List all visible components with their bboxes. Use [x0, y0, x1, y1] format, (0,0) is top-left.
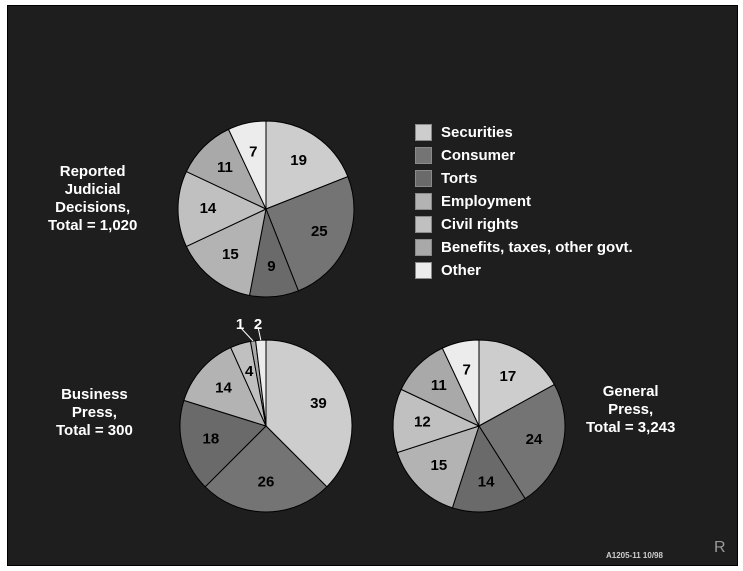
pie-value-label: 1: [236, 316, 244, 333]
pie-value-label: 7: [249, 143, 257, 160]
legend-item-employment: Employment: [415, 190, 633, 213]
footer-mark: R: [714, 539, 726, 556]
legend-item-civil-rights: Civil rights: [415, 213, 633, 236]
pie-slice-consumer: [204, 425, 328, 513]
legend-item-torts: Torts: [415, 167, 633, 190]
pie-value-label: 7: [462, 362, 470, 379]
pie-title-general-press: General Press, Total = 3,243: [586, 383, 676, 436]
pie-value-label: 11: [431, 377, 447, 394]
pie-value-label: 4: [245, 363, 254, 380]
pie-value-label: 25: [311, 223, 328, 240]
pie-value-label: 14: [478, 473, 495, 490]
pie-slice-torts: [451, 424, 526, 513]
pie-judicial-decisions: 19 25 9 15 14 11 7: [177, 120, 355, 298]
pie-value-label: 11: [217, 159, 233, 176]
legend-item-benefits: Benefits, taxes, other govt.: [415, 236, 633, 259]
legend-swatch: [415, 239, 432, 256]
pie-slice-securities: [478, 339, 556, 427]
pie-charts: 19 25 9 15 14 11 7 39 26 18 14 4 1 2 17 24 14 15 12 11 7: [177, 120, 566, 513]
pie-slice-securities: [265, 339, 353, 488]
pie-title-judicial: Reported Judicial Decisions, Total = 1,0…: [48, 163, 138, 234]
pie-slice-civil-rights: [177, 170, 268, 248]
pie-slice-employment: [183, 346, 267, 427]
pie-slice-other: [227, 120, 267, 210]
pie-value-label: 24: [526, 431, 543, 448]
legend-swatch: [415, 147, 432, 164]
pie-value-label: 15: [222, 246, 239, 263]
pie-value-label: 39: [310, 395, 327, 412]
pie-value-label: 14: [200, 200, 217, 217]
pie-value-label: 12: [414, 413, 431, 430]
pie-leader-line: [239, 326, 254, 342]
legend-item-other: Other: [415, 259, 633, 282]
legend-item-securities: Securities: [415, 121, 633, 144]
legend-swatch: [415, 124, 432, 141]
pie-slice-consumer: [478, 383, 566, 500]
pie-value-label: 2: [254, 316, 262, 333]
pie-slice-civil-rights: [392, 388, 481, 454]
pie-value-label: 9: [267, 258, 275, 275]
pie-slice-employment: [185, 208, 267, 297]
pie-value-label: 18: [203, 431, 220, 448]
pie-slice-other: [441, 339, 480, 427]
pie-slice-torts: [179, 399, 267, 488]
pie-business-press: 39 26 18 14 4 1 2: [179, 316, 353, 513]
legend-swatch: [415, 170, 432, 187]
pie-leader-line: [257, 326, 262, 341]
pie-value-label: 15: [431, 457, 448, 474]
pie-value-label: 26: [258, 474, 275, 491]
pie-value-label: 17: [500, 368, 517, 385]
legend-item-consumer: Consumer: [415, 144, 633, 167]
pie-slice-securities: [265, 120, 349, 210]
pie-value-label: 19: [290, 152, 307, 169]
slide: Reported Judicial Decisions, Total = 1,0…: [7, 5, 738, 566]
pie-general-press: 17 24 14 15 12 11 7: [392, 339, 566, 513]
pie-slice-consumer: [265, 175, 355, 292]
legend: Securities Consumer Torts Employment Civ…: [415, 121, 633, 282]
pie-title-business-press: Business Press, Total = 300: [56, 386, 133, 439]
pie-value-label: 14: [215, 379, 232, 396]
footer-code: A1205-11 10/98: [606, 551, 663, 560]
legend-swatch: [415, 262, 432, 279]
legend-swatch: [415, 216, 432, 233]
legend-swatch: [415, 193, 432, 210]
